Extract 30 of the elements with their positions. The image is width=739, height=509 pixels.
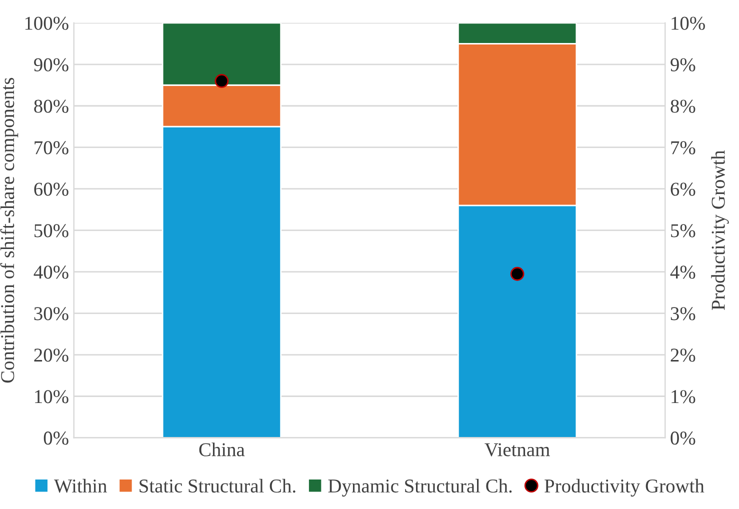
y-tick-label: 60% [34,182,68,196]
y2-tick-label: 6% [670,182,696,196]
x-tick-label: China [199,442,245,456]
y-tick-label: 40% [34,266,68,279]
y-tick-label: 20% [34,348,68,362]
legend-label: Within [54,478,107,493]
y-tick-label: 90% [34,58,68,72]
y-tick-label: 10% [35,390,68,404]
y2-tick-label: 10% [672,16,705,30]
y-tick-label: 100% [25,16,68,30]
y2-tick-label: 4% [670,266,696,279]
y2-tick-label: 0% [670,432,696,445]
y-tick-label: 50% [34,224,68,238]
y-tick-label: 30% [34,307,68,320]
y2-tick-label: 9% [670,58,696,72]
legend-label: Productivity Growth [544,478,704,497]
y2-tick-label: 7% [671,141,696,154]
y-axis-title: Contribution of shift-share components [0,78,18,383]
y2-tick-label: 8% [670,100,696,113]
legend-label: Dynamic Structural Ch. [328,478,512,497]
y2-axis-title: Productivity Growth [711,150,729,310]
x-tick-label: Vietnam [484,443,550,456]
y2-tick-label: 1% [672,390,696,404]
y-tick-label: 80% [34,100,68,113]
y2-tick-label: 2% [670,348,696,362]
y-tick-label: 0% [44,432,68,445]
legend-label: Static Structural Ch. [140,478,296,493]
y-tick-label: 70% [34,141,68,154]
y2-tick-label: 3% [670,307,696,320]
y2-tick-label: 5% [671,224,696,238]
